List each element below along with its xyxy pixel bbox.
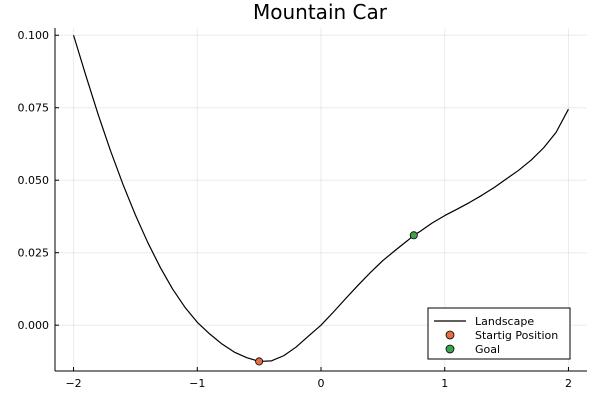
y-tick-label: 0.050	[18, 174, 50, 187]
legend-swatch-goal	[445, 344, 455, 354]
y-tick-label: 0.100	[18, 29, 50, 42]
x-tick-label: 0	[318, 377, 325, 390]
ticks: −2 −1 0 1 2 0.000 0.025 0.050 0.075 0.100	[18, 29, 572, 390]
y-tick-label: 0.075	[18, 102, 50, 115]
chart-title: Mountain Car	[253, 0, 388, 24]
legend-swatch-start	[445, 330, 455, 340]
start-point	[255, 357, 264, 366]
y-tick-label: 0.025	[18, 247, 50, 260]
legend-label: Landscape	[475, 315, 534, 328]
plot-area	[72, 35, 569, 366]
y-tick-label: 0.000	[18, 319, 50, 332]
goal-point	[409, 231, 418, 240]
legend-label: Startig Position	[475, 329, 558, 342]
landscape-line	[72, 35, 569, 363]
x-tick-label: 1	[441, 377, 448, 390]
x-tick-label: 2	[565, 377, 572, 390]
x-tick-label: −1	[189, 377, 205, 390]
legend-label: Goal	[475, 343, 500, 356]
x-tick-label: −2	[65, 377, 81, 390]
